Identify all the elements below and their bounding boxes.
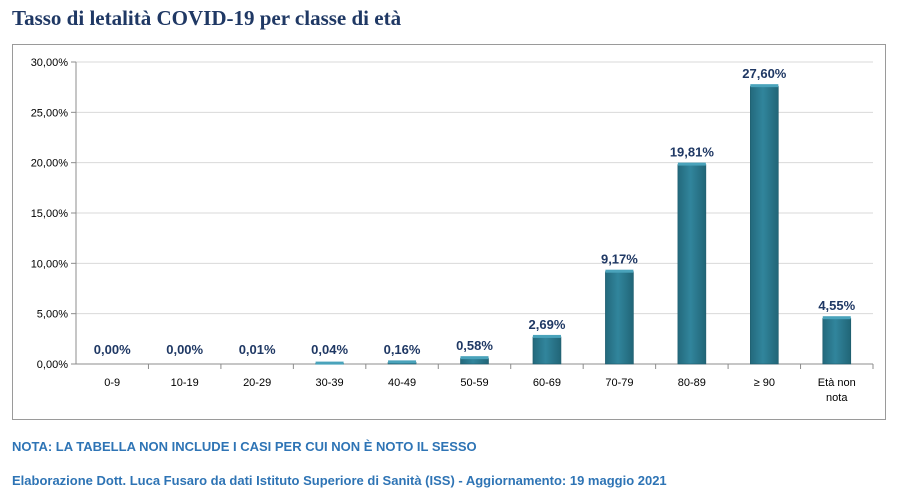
data-label: 0,00% xyxy=(166,342,203,357)
chart-title: Tasso di letalità COVID-19 per classe di… xyxy=(12,6,402,30)
bar-top xyxy=(532,334,561,338)
y-tick-label: 10,00% xyxy=(31,258,69,270)
bar-top xyxy=(822,316,851,320)
x-tick-label: ≥ 90 xyxy=(754,377,775,389)
credit-text: Elaborazione Dott. Luca Fusaro da dati I… xyxy=(12,473,667,488)
bar-top xyxy=(388,360,417,364)
data-label: 4,55% xyxy=(818,298,855,313)
x-tick-label: 30-39 xyxy=(316,377,344,389)
data-label: 9,17% xyxy=(601,252,638,267)
x-tick-label: 70-79 xyxy=(605,377,633,389)
x-tick-label: 40-49 xyxy=(388,377,416,389)
bar xyxy=(605,271,634,365)
y-tick-label: 25,00% xyxy=(31,107,69,119)
bar xyxy=(822,317,852,365)
y-tick-label: 30,00% xyxy=(31,57,69,69)
bar xyxy=(532,336,562,365)
bar-top xyxy=(315,361,344,365)
data-label: 19,81% xyxy=(670,145,715,160)
bar-top xyxy=(605,269,634,273)
data-label: 0,16% xyxy=(384,342,421,357)
chart-area: 0,00% 5,00% 10,00% 15,00% 20,00% 25,00% 30,00%… xyxy=(12,44,886,420)
x-tick-label: 50-59 xyxy=(460,377,488,389)
x-tick-label: 0-9 xyxy=(104,377,120,389)
data-label: 0,04% xyxy=(311,342,348,357)
data-label: 27,60% xyxy=(742,66,787,81)
data-label: 0,00% xyxy=(94,342,131,357)
y-tick-label: 15,00% xyxy=(31,208,69,220)
bar xyxy=(677,164,707,365)
note-text: NOTA: LA TABELLA NON INCLUDE I CASI PER … xyxy=(12,439,477,454)
bar-top xyxy=(750,84,779,88)
data-label: 0,01% xyxy=(239,342,276,357)
x-tick-label: 10-19 xyxy=(171,377,199,389)
bar-top xyxy=(460,356,489,360)
data-label: 0,58% xyxy=(456,338,493,353)
x-tick-label: 20-29 xyxy=(243,377,271,389)
data-label: 2,69% xyxy=(529,317,566,332)
y-tick-label: 20,00% xyxy=(31,158,69,170)
y-tick-label: 0,00% xyxy=(37,359,68,371)
y-tick-label: 5,00% xyxy=(37,309,68,321)
x-tick-label: 60-69 xyxy=(533,377,561,389)
x-tick-label: 80-89 xyxy=(678,377,706,389)
x-tick-label: Età non nota xyxy=(818,377,856,404)
bar-top xyxy=(677,162,706,166)
bar xyxy=(750,85,779,365)
bar-chart: 0,00% 5,00% 10,00% 15,00% 20,00% 25,00% 30,00%… xyxy=(31,57,874,404)
